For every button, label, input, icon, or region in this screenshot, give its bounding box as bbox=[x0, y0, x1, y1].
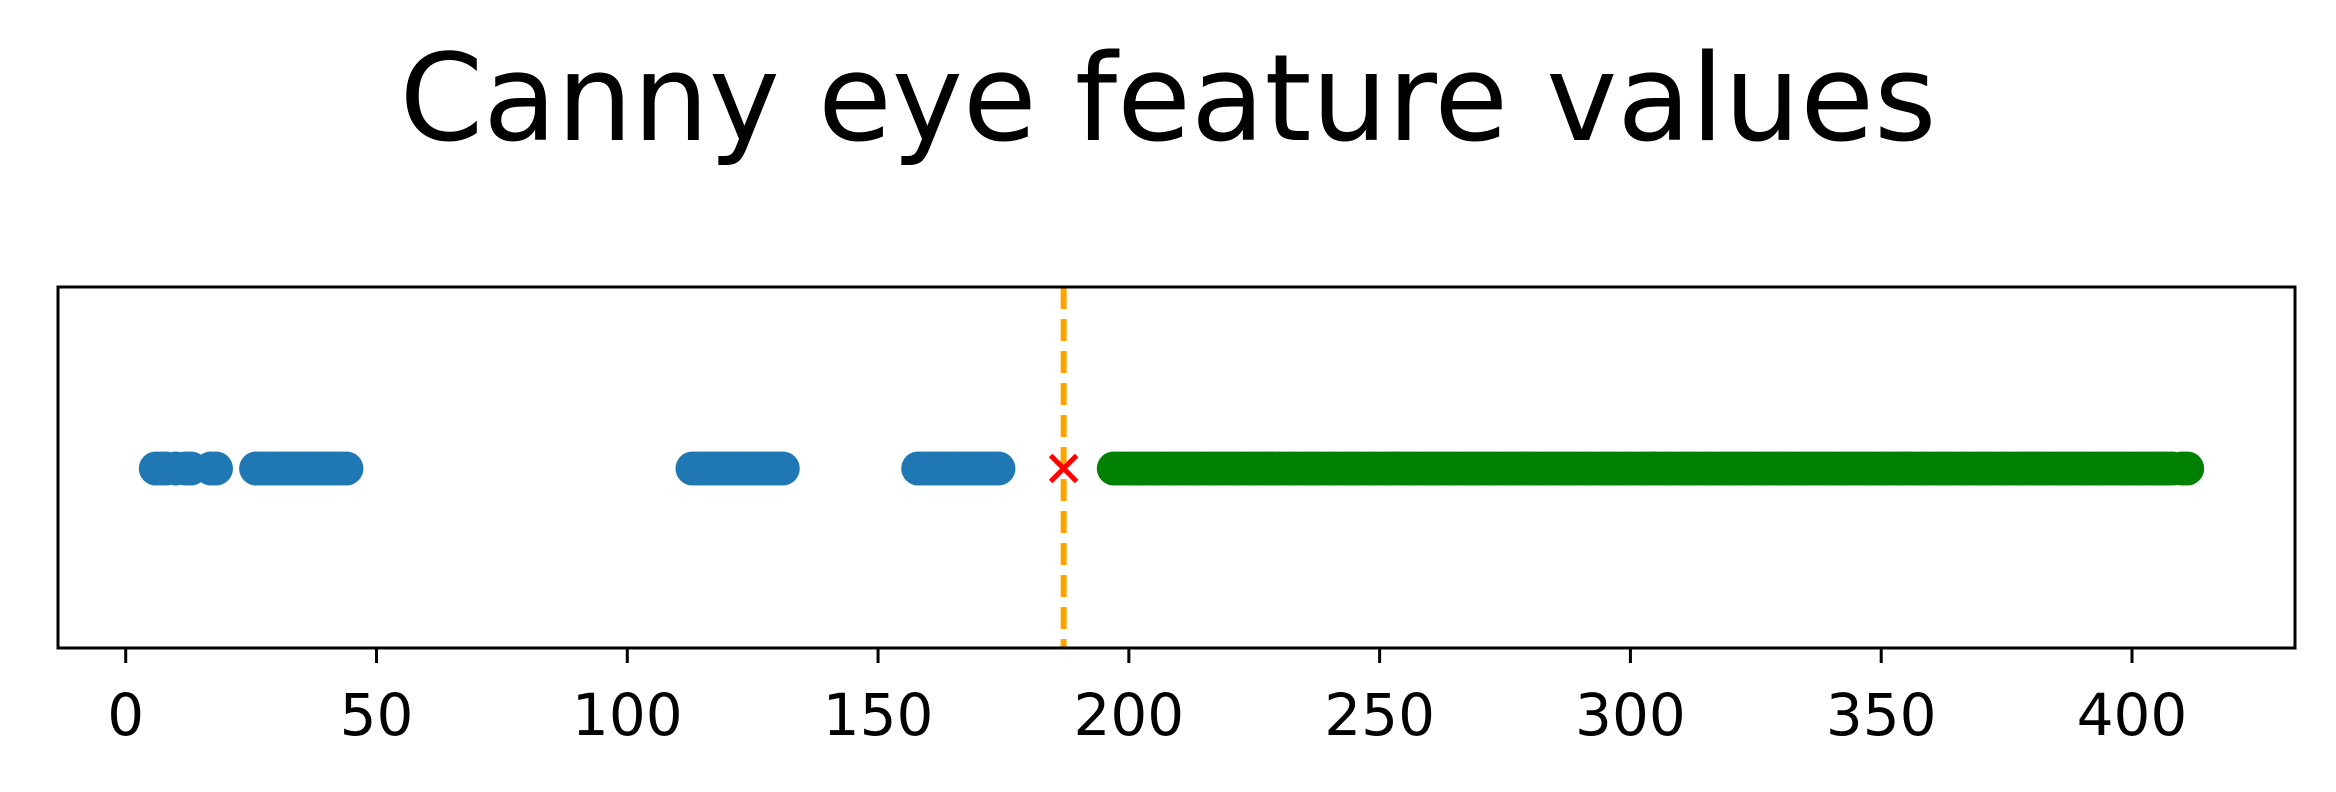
x-tick-label: 150 bbox=[823, 681, 934, 749]
x-tick-label: 350 bbox=[1826, 681, 1937, 749]
axes-frame bbox=[56, 285, 2297, 650]
x-tick-label: 50 bbox=[340, 681, 414, 749]
x-axis-ticks: 0 50 100 150 200 250 300 350 400 bbox=[107, 648, 2187, 749]
data-point-series-1 bbox=[329, 451, 364, 486]
x-tick-label: 400 bbox=[2077, 681, 2188, 749]
threshold-marker-stroke-2 bbox=[1048, 453, 1079, 484]
x-tick-label: 250 bbox=[1324, 681, 1435, 749]
overlay-layer bbox=[1048, 287, 1079, 648]
data-point-series-1 bbox=[981, 451, 1016, 486]
x-tick-label: 0 bbox=[107, 681, 144, 749]
chart-title: Canny eye feature values bbox=[399, 30, 1937, 169]
data-point-series-1 bbox=[198, 451, 233, 486]
data-point-series-2 bbox=[2170, 451, 2205, 486]
x-tick-label: 200 bbox=[1073, 681, 1184, 749]
x-tick-label: 300 bbox=[1575, 681, 1686, 749]
data-point-series-1 bbox=[765, 451, 800, 486]
points-layer bbox=[138, 451, 2205, 486]
x-tick-label: 100 bbox=[572, 681, 683, 749]
